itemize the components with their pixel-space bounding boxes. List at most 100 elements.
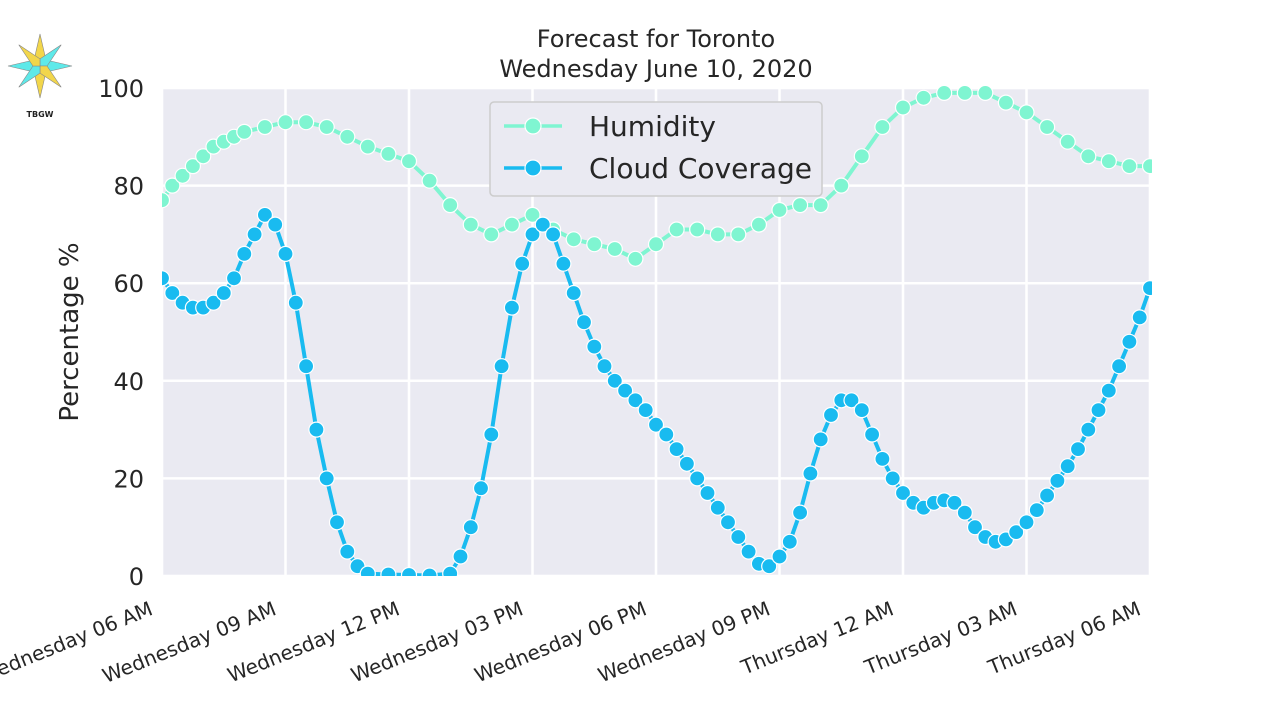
data-point bbox=[637, 402, 654, 419]
series-layer bbox=[162, 84, 1152, 576]
data-point bbox=[524, 206, 541, 223]
data-point bbox=[1080, 148, 1097, 165]
data-point bbox=[1018, 104, 1035, 121]
data-point bbox=[162, 192, 171, 209]
data-point bbox=[946, 494, 963, 511]
data-point bbox=[1059, 458, 1076, 475]
data-point bbox=[1141, 158, 1152, 175]
data-point bbox=[472, 480, 490, 497]
data-point bbox=[308, 421, 325, 438]
data-point bbox=[1090, 402, 1107, 419]
data-point bbox=[699, 484, 716, 502]
data-point bbox=[812, 197, 829, 214]
data-point bbox=[627, 250, 644, 267]
data-point bbox=[544, 226, 562, 243]
data-point bbox=[956, 504, 973, 521]
data-point bbox=[555, 255, 572, 272]
y-tick-label: 40 bbox=[113, 368, 144, 396]
y-tick-label: 20 bbox=[113, 465, 144, 493]
data-point bbox=[184, 158, 201, 175]
data-point bbox=[442, 197, 459, 214]
data-point bbox=[565, 231, 582, 248]
data-point bbox=[771, 201, 788, 219]
data-point bbox=[997, 94, 1015, 111]
data-point bbox=[874, 118, 891, 136]
data-point bbox=[215, 284, 232, 302]
data-point bbox=[524, 226, 541, 243]
compass-star-icon bbox=[7, 33, 73, 99]
data-point bbox=[740, 543, 757, 560]
data-point bbox=[452, 548, 469, 565]
data-point bbox=[833, 177, 850, 194]
data-point bbox=[586, 236, 603, 253]
data-point bbox=[627, 392, 644, 409]
data-point bbox=[256, 118, 273, 136]
data-point bbox=[658, 426, 675, 443]
data-point bbox=[575, 314, 593, 331]
data-point bbox=[400, 566, 418, 576]
data-point bbox=[359, 565, 376, 576]
y-tick-label: 80 bbox=[113, 173, 144, 201]
data-point bbox=[884, 470, 901, 487]
y-axis-ticks: 0 20 40 60 80 100 bbox=[98, 75, 144, 591]
data-point bbox=[771, 548, 788, 565]
data-point bbox=[843, 392, 860, 409]
data-point bbox=[1131, 309, 1148, 326]
data-point bbox=[689, 470, 706, 487]
data-point bbox=[318, 118, 335, 136]
logo-text: TBGW bbox=[27, 110, 54, 119]
data-point bbox=[894, 99, 912, 116]
data-point bbox=[1018, 514, 1035, 531]
data-point bbox=[174, 167, 191, 184]
data-point bbox=[1121, 333, 1138, 350]
legend-box bbox=[489, 101, 823, 197]
data-point bbox=[709, 499, 726, 516]
legend: Humidity Cloud Coverage bbox=[489, 101, 823, 197]
data-point bbox=[1100, 153, 1117, 170]
data-point bbox=[195, 148, 212, 165]
data-point bbox=[380, 566, 397, 576]
data-point bbox=[225, 270, 243, 287]
data-point bbox=[246, 226, 263, 243]
y-axis-label: Percentage % bbox=[55, 242, 85, 421]
data-point bbox=[1069, 441, 1087, 458]
data-point bbox=[493, 358, 510, 375]
data-point bbox=[267, 216, 284, 233]
data-point bbox=[380, 145, 397, 162]
data-point bbox=[894, 484, 912, 502]
data-point bbox=[277, 114, 294, 131]
data-point bbox=[730, 226, 747, 243]
data-point bbox=[668, 221, 685, 238]
data-point bbox=[915, 89, 932, 106]
data-point bbox=[1038, 487, 1056, 504]
data-point bbox=[678, 455, 696, 472]
data-point bbox=[977, 84, 994, 102]
data-point bbox=[400, 153, 418, 170]
data-point bbox=[956, 84, 973, 102]
data-point bbox=[719, 514, 737, 531]
data-point bbox=[586, 338, 603, 355]
data-point bbox=[812, 431, 829, 448]
data-point bbox=[689, 221, 706, 238]
data-point bbox=[287, 294, 304, 311]
data-point bbox=[853, 402, 870, 419]
data-point bbox=[298, 114, 315, 131]
y-tick-label: 100 bbox=[98, 75, 144, 103]
data-point bbox=[822, 406, 840, 424]
data-point bbox=[164, 177, 181, 194]
data-point bbox=[483, 226, 500, 243]
data-point bbox=[421, 567, 438, 576]
series-cloud-coverage bbox=[162, 206, 1152, 576]
data-point bbox=[236, 123, 253, 140]
data-point bbox=[1008, 523, 1025, 541]
data-point bbox=[647, 236, 665, 253]
legend-marker-humidity bbox=[524, 117, 542, 135]
y-tick-label: 0 bbox=[129, 563, 144, 591]
data-point bbox=[162, 270, 171, 287]
data-point bbox=[1110, 358, 1128, 375]
chart-subtitle: Wednesday June 10, 2020 bbox=[499, 55, 812, 83]
data-point bbox=[534, 216, 551, 233]
legend-marker-cloud-coverage bbox=[524, 159, 542, 177]
data-point bbox=[750, 216, 768, 233]
